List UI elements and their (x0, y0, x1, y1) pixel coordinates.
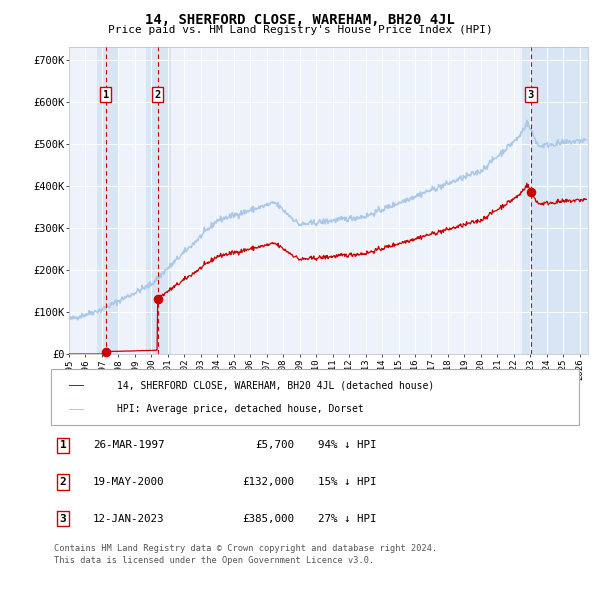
Text: 1: 1 (59, 441, 67, 450)
Text: Contains HM Land Registry data © Crown copyright and database right 2024.: Contains HM Land Registry data © Crown c… (54, 545, 437, 553)
Text: 3: 3 (528, 90, 534, 100)
Text: HPI: Average price, detached house, Dorset: HPI: Average price, detached house, Dors… (117, 404, 364, 414)
Point (526, 188, 536, 197)
Text: 3: 3 (59, 514, 67, 523)
Bar (539, 47, 588, 354)
Text: 2: 2 (155, 90, 161, 100)
Point (153, 294, 163, 303)
Text: This data is licensed under the Open Government Licence v3.0.: This data is licensed under the Open Gov… (54, 556, 374, 565)
Text: ——: —— (69, 403, 84, 416)
Text: 14, SHERFORD CLOSE, WAREHAM, BH20 4JL (detached house): 14, SHERFORD CLOSE, WAREHAM, BH20 4JL (d… (117, 381, 434, 391)
Text: 26-MAR-1997: 26-MAR-1997 (93, 441, 164, 450)
Text: 15% ↓ HPI: 15% ↓ HPI (318, 477, 377, 487)
Text: Price paid vs. HM Land Registry's House Price Index (HPI): Price paid vs. HM Land Registry's House … (107, 25, 493, 35)
Point (101, 347, 110, 356)
Text: 27% ↓ HPI: 27% ↓ HPI (318, 514, 377, 523)
Text: £132,000: £132,000 (242, 477, 294, 487)
Text: 19-MAY-2000: 19-MAY-2000 (93, 477, 164, 487)
Text: ——: —— (69, 379, 84, 392)
Bar (522, 47, 588, 354)
Bar (97, 47, 118, 354)
Text: 94% ↓ HPI: 94% ↓ HPI (318, 441, 377, 450)
Bar (146, 47, 171, 354)
Text: £385,000: £385,000 (242, 514, 294, 523)
Text: 14, SHERFORD CLOSE, WAREHAM, BH20 4JL: 14, SHERFORD CLOSE, WAREHAM, BH20 4JL (145, 13, 455, 27)
Text: £5,700: £5,700 (255, 441, 294, 450)
Text: 1: 1 (103, 90, 109, 100)
Text: 12-JAN-2023: 12-JAN-2023 (93, 514, 164, 523)
Text: 2: 2 (59, 477, 67, 487)
